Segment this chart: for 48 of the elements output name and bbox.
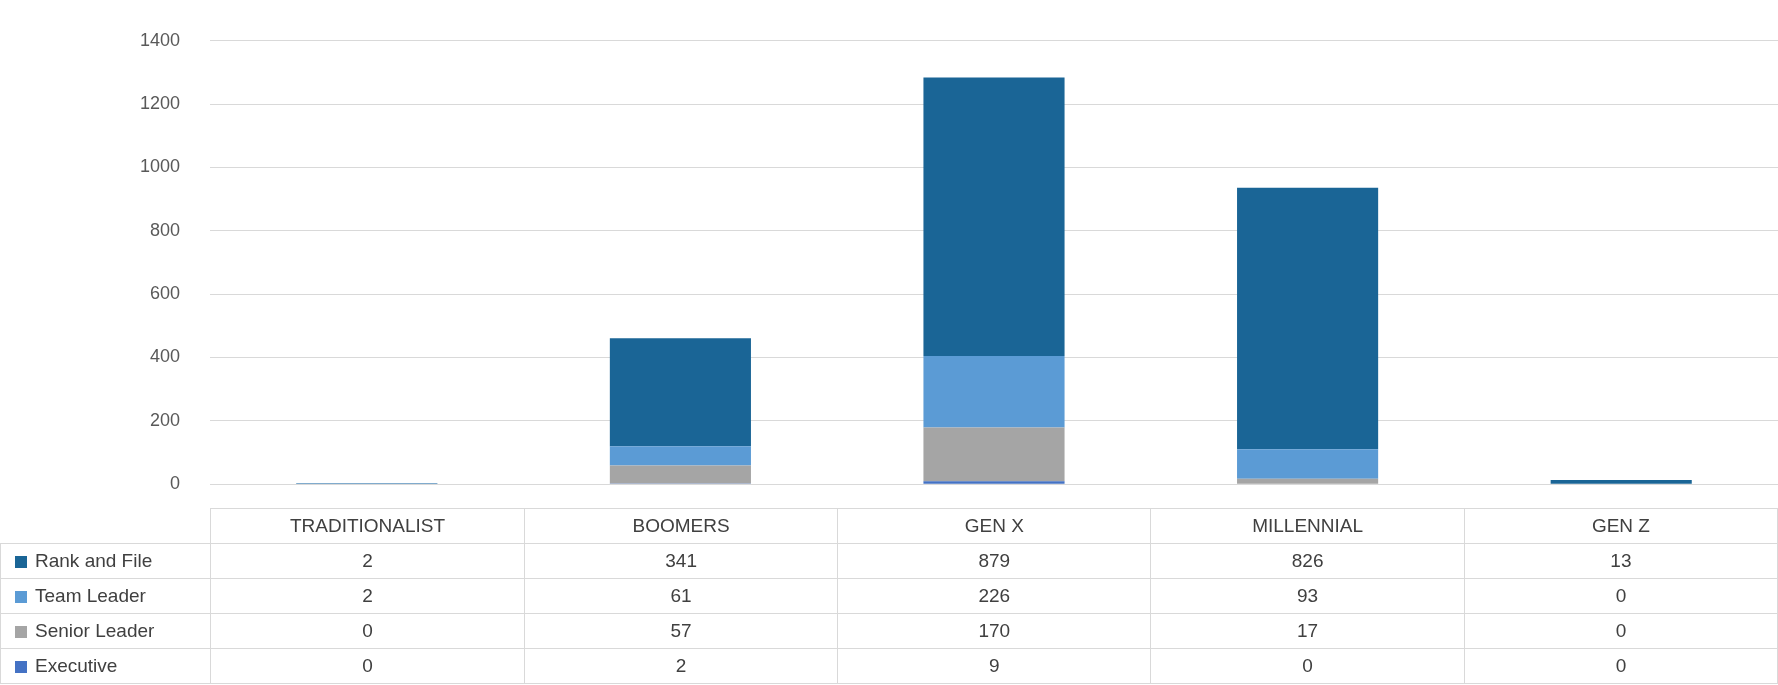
data-label: 2 — [210, 578, 525, 614]
legend-label: Team Leader — [0, 578, 211, 614]
x-tick-label: MILLENNIAL — [1150, 508, 1465, 544]
x-tick-label: GEN X — [837, 508, 1151, 544]
bar — [609, 446, 751, 466]
y-tick-label: 0 — [169, 473, 180, 494]
data-label: 341 — [524, 543, 838, 579]
data-label: 0 — [210, 648, 525, 684]
y-tick-label: 1000 — [139, 156, 180, 177]
data-label: 826 — [1150, 543, 1465, 579]
data-label: 17 — [1150, 613, 1465, 649]
data-label: 57 — [524, 613, 838, 649]
data-label: 2 — [210, 543, 525, 579]
data-label: 226 — [837, 578, 1151, 614]
bar — [1237, 478, 1379, 484]
y-tick-label: 600 — [149, 283, 180, 304]
data-label: 0 — [1464, 578, 1778, 614]
bar — [923, 481, 1065, 484]
bar — [609, 338, 751, 447]
data-label: 2 — [524, 648, 838, 684]
x-tick-label: BOOMERS — [524, 508, 838, 544]
y-tick-label: 200 — [149, 409, 180, 430]
data-label: 93 — [1150, 578, 1465, 614]
data-label: 61 — [524, 578, 838, 614]
y-tick-label: 1400 — [139, 29, 180, 50]
x-tick-label: TRADITIONALIST — [210, 508, 525, 544]
legend-label: Rank and File — [0, 543, 211, 579]
y-tick-label: 800 — [149, 219, 180, 240]
x-tick-label: GEN Z — [1464, 508, 1778, 544]
data-label: 0 — [1150, 648, 1465, 684]
data-label: 170 — [837, 613, 1151, 649]
y-tick-label: 1200 — [139, 93, 180, 114]
data-label: 879 — [837, 543, 1151, 579]
bar — [1550, 480, 1692, 484]
bar — [923, 77, 1065, 356]
data-label: 0 — [1464, 648, 1778, 684]
bar — [923, 355, 1065, 428]
data-label: 0 — [1464, 613, 1778, 649]
data-label: 0 — [210, 613, 525, 649]
data-label: 13 — [1464, 543, 1778, 579]
data-label: 9 — [837, 648, 1151, 684]
bar — [609, 465, 751, 484]
y-tick-label: 400 — [149, 346, 180, 367]
bar — [1237, 449, 1379, 479]
legend-label: Executive — [0, 648, 211, 684]
bar — [923, 427, 1065, 482]
legend-label: Senior Leader — [0, 613, 211, 649]
bar — [1237, 187, 1379, 450]
